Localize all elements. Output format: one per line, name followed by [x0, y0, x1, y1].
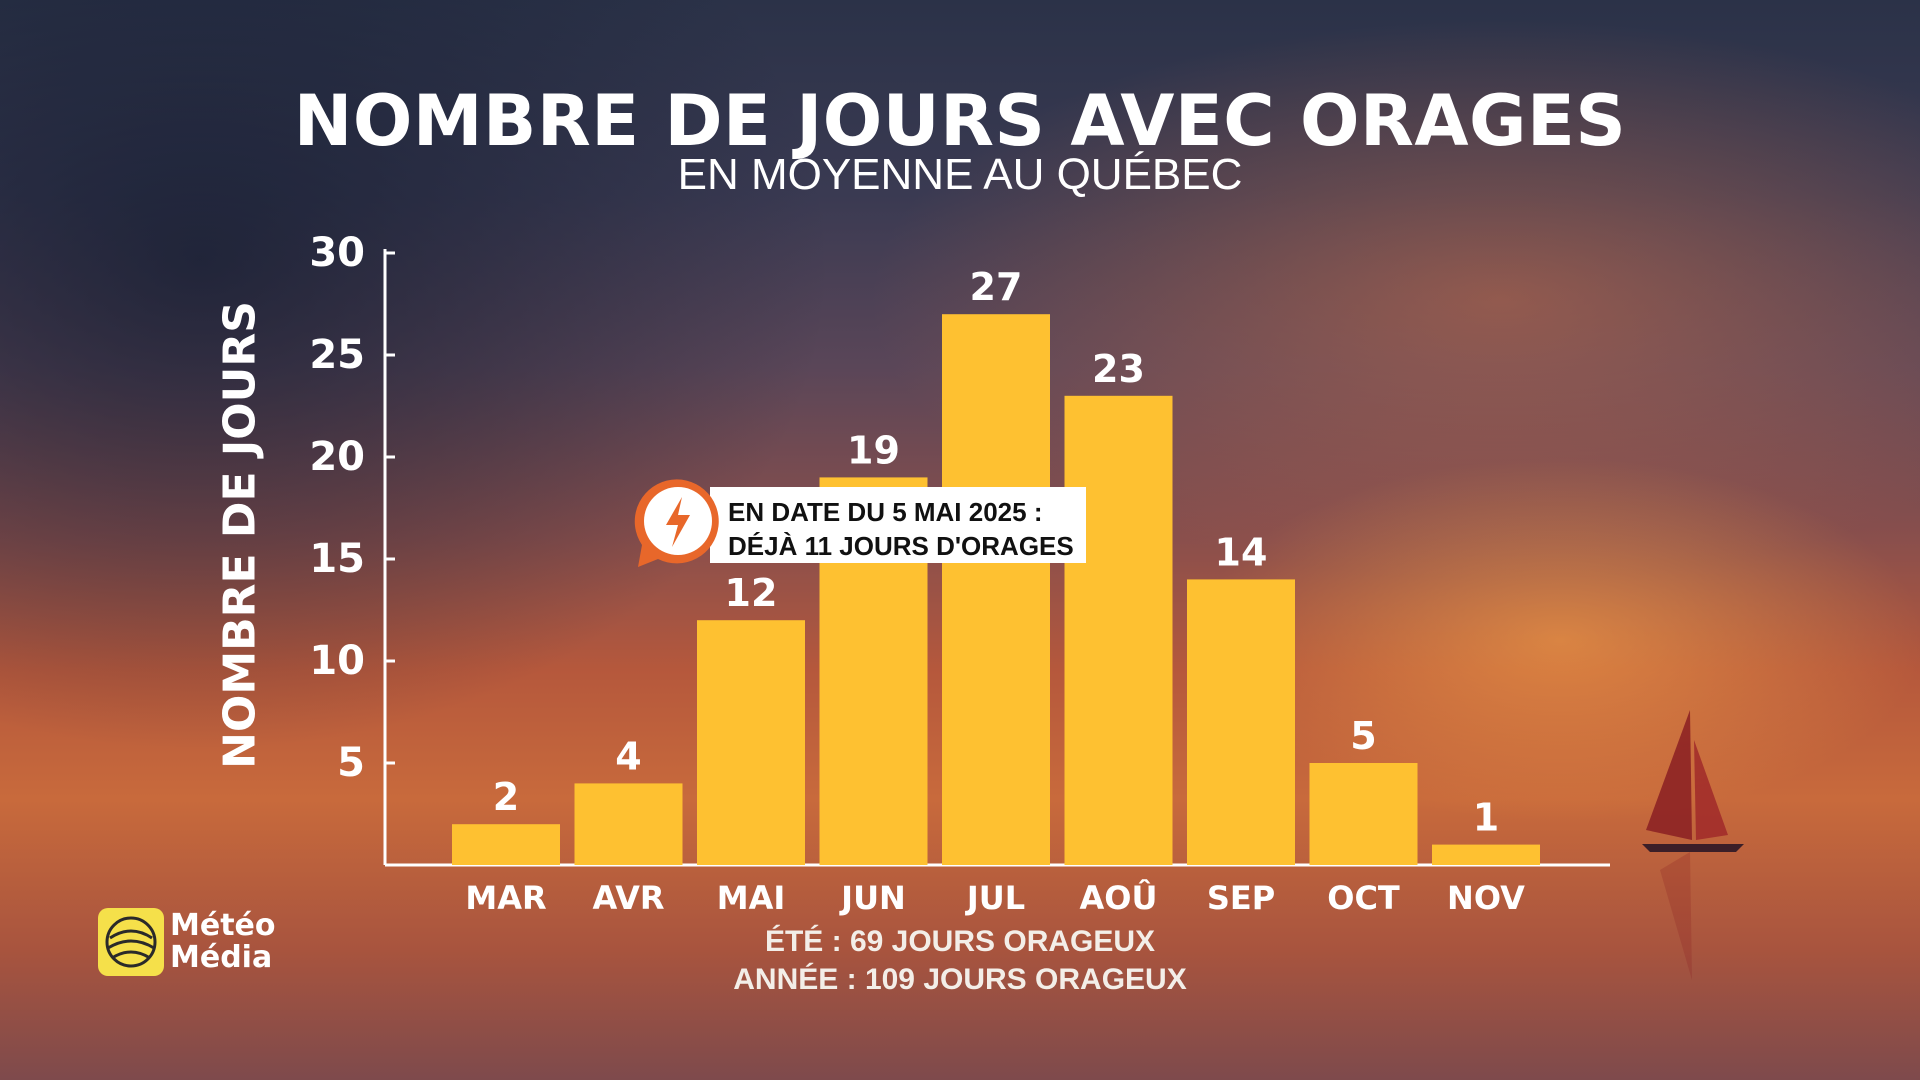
bar [1187, 579, 1295, 865]
x-tick-label: NOV [1447, 879, 1525, 917]
x-tick-label: SEP [1207, 879, 1275, 917]
y-tick-label: 10 [309, 638, 365, 684]
bar [452, 824, 560, 865]
bar-chart: 2 MAR 4 AVR 12 MAI 19 JUN 27 JUL 23 AOÛ 14 SEP 5 OCT 1 NO… [383, 249, 1610, 917]
x-tick-label: OCT [1327, 879, 1400, 917]
x-tick-label: JUL [965, 879, 1025, 917]
bar-value-label: 19 [847, 428, 900, 472]
y-tick-label: 15 [309, 536, 365, 582]
y-axis-label: NOMBRE DE JOURS [214, 301, 266, 769]
bar-value-label: 1 [1473, 796, 1499, 840]
chart-subtitle: EN MOYENNE AU QUÉBEC [677, 150, 1243, 199]
x-tick-label: JUN [839, 879, 906, 917]
logo-line-2: Média [170, 940, 273, 975]
callout-text: EN DATE DU 5 MAI 2025 : DÉJÀ 11 JOURS D'… [728, 495, 1080, 563]
bar [1432, 844, 1540, 865]
y-tick-label: 20 [309, 434, 365, 480]
y-tick-label: 5 [337, 740, 365, 786]
x-tick-label: MAR [465, 879, 546, 917]
callout-box [710, 487, 1086, 563]
meteomedia-logo: Météo Média [98, 908, 298, 978]
year-total: ANNÉE : 109 JOURS ORAGEUX [733, 963, 1187, 996]
bar-value-label: 12 [725, 571, 778, 615]
logo-line-1: Météo [170, 908, 276, 943]
bar-value-label: 27 [970, 265, 1023, 309]
bar-value-label: 5 [1350, 714, 1376, 758]
callout: EN DATE DU 5 MAI 2025 : DÉJÀ 11 JOURS D'… [628, 475, 1088, 567]
bar [1309, 763, 1418, 865]
logo-text: Météo Média [170, 910, 276, 974]
bar [574, 783, 683, 865]
bar [1064, 395, 1173, 865]
bar-value-label: 4 [615, 734, 641, 778]
x-tick-label: MAI [717, 879, 786, 917]
bar-value-label: 23 [1092, 347, 1145, 391]
x-tick-label: AOÛ [1080, 878, 1158, 917]
y-tick-label: 30 [309, 230, 365, 276]
x-tick-label: AVR [593, 879, 665, 917]
y-tick-label: 25 [309, 332, 365, 378]
meteomedia-globe-icon [98, 908, 164, 976]
y-axis-label-wrap: NOMBRE DE JOURS [205, 290, 275, 780]
bar-value-label: 2 [493, 775, 519, 819]
summer-total: ÉTÉ : 69 JOURS ORAGEUX [764, 925, 1156, 958]
lightning-bolt-icon [634, 479, 719, 567]
callout-line-2: DÉJÀ 11 JOURS D'ORAGES [728, 531, 1074, 561]
bar [697, 620, 805, 865]
bar-value-label: 14 [1215, 530, 1268, 574]
bar [942, 314, 1050, 865]
chart-title: NOMBRE DE JOURS AVEC ORAGES [293, 80, 1627, 162]
sailboat-icon [1642, 710, 1744, 980]
callout-line-1: EN DATE DU 5 MAI 2025 : [728, 497, 1043, 527]
